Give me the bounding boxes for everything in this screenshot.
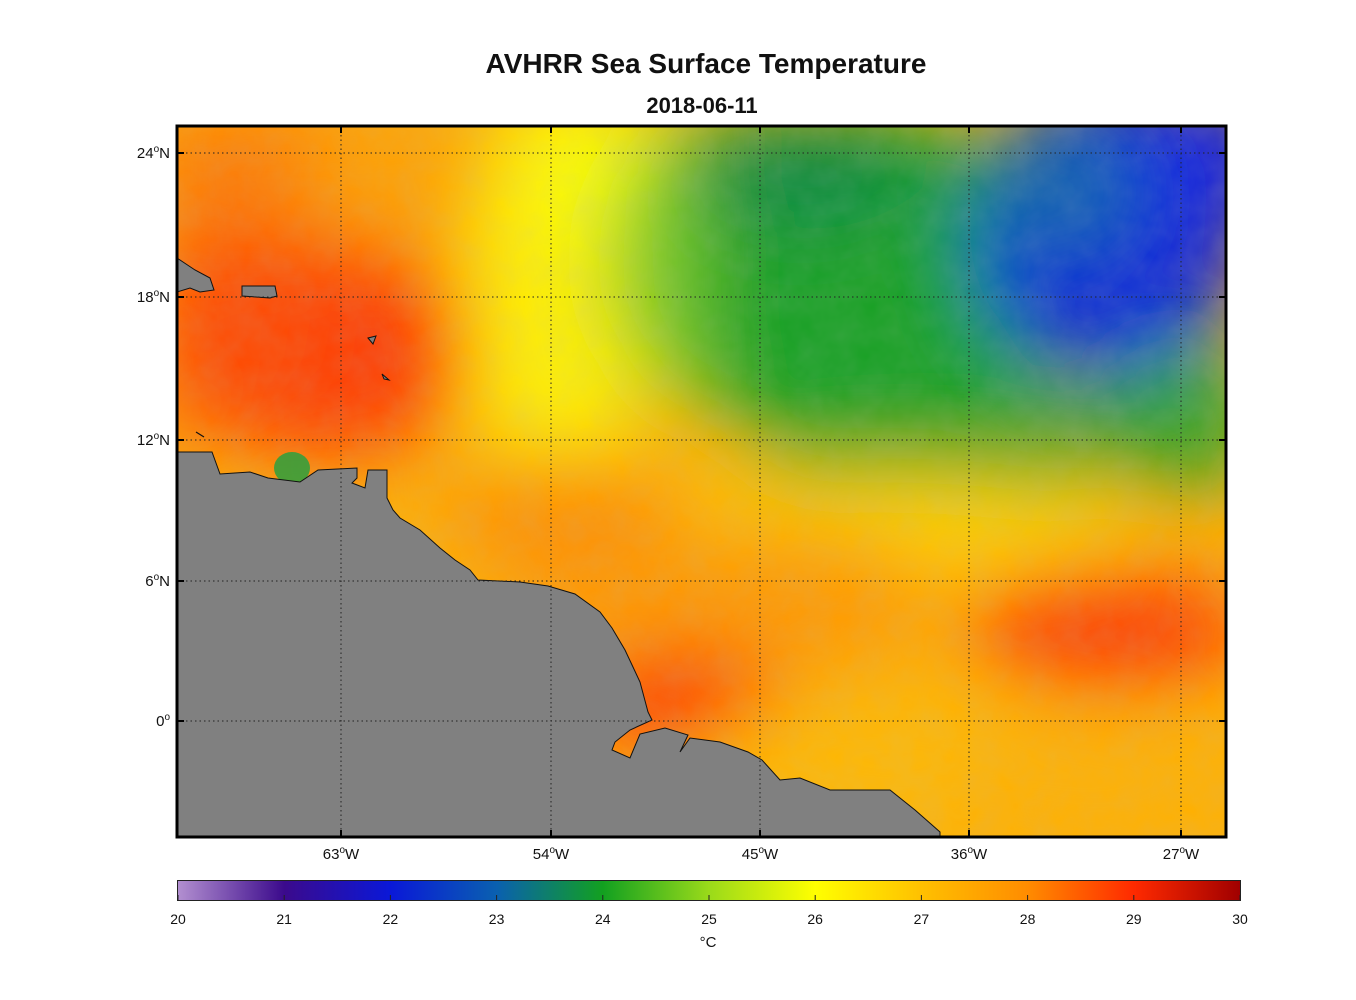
chart-title: AVHRR Sea Surface Temperature bbox=[485, 48, 927, 79]
lon-label: 54oW bbox=[532, 845, 570, 863]
colorbar-tick-label: 30 bbox=[1232, 911, 1248, 927]
colorbar-unit: °C bbox=[699, 934, 717, 951]
barbados-island bbox=[381, 373, 391, 381]
lat-label: 24oN bbox=[136, 144, 170, 162]
tobago-island bbox=[195, 431, 205, 438]
colorbar-tick-label: 26 bbox=[807, 911, 823, 927]
colorbar-tick-label: 22 bbox=[382, 911, 399, 927]
south-america-land bbox=[176, 451, 941, 838]
lat-label: 0o bbox=[156, 712, 170, 730]
puerto-rico-island bbox=[241, 285, 278, 299]
colorbar-tick-label: 28 bbox=[1019, 911, 1036, 927]
hispaniola-coast bbox=[176, 257, 215, 293]
colorbar-tick-label: 29 bbox=[1126, 911, 1142, 927]
lat-label: 18oN bbox=[136, 288, 170, 306]
lon-label: 45oW bbox=[741, 845, 779, 863]
colorbar-tick-label: 20 bbox=[170, 911, 186, 927]
graticule bbox=[177, 126, 1226, 837]
lat-label: 6oN bbox=[145, 572, 170, 590]
lon-label: 63oW bbox=[322, 845, 360, 863]
map-frame bbox=[175, 124, 1228, 839]
colorbar-tick-label: 23 bbox=[488, 911, 505, 927]
colorbar-tick-label: 21 bbox=[276, 911, 292, 927]
land-masses bbox=[176, 257, 941, 838]
colorbar-tick-label: 24 bbox=[595, 911, 611, 927]
lesser-antilles-island bbox=[367, 335, 377, 345]
lon-label: 36oW bbox=[950, 845, 988, 863]
temperature-field bbox=[177, 126, 1226, 837]
lon-label: 27oW bbox=[1162, 845, 1200, 863]
colorbar-tick-label: 25 bbox=[701, 911, 717, 927]
colorbar-tick-label: 27 bbox=[913, 911, 930, 927]
lat-label: 12oN bbox=[136, 431, 170, 449]
chart-subtitle: 2018-06-11 bbox=[646, 93, 758, 118]
